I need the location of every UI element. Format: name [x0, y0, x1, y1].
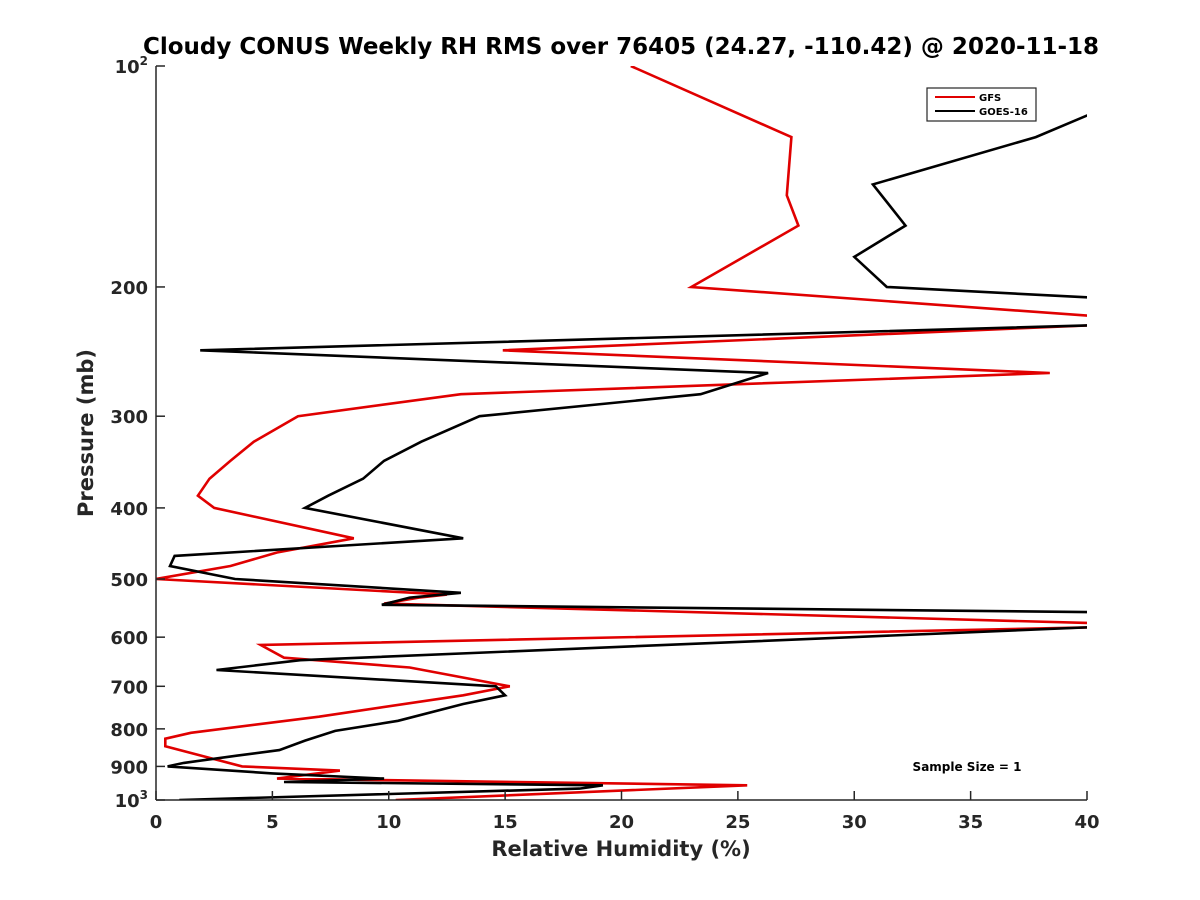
y-tick-label: 600 [110, 628, 148, 649]
y-tick-label: 102 [115, 54, 148, 78]
x-tick-label: 20 [609, 812, 634, 833]
legend: GFS GOES-16 [926, 87, 1037, 122]
x-tick-label: 0 [150, 812, 163, 833]
legend-box [926, 87, 1037, 122]
x-tick-label: 15 [493, 812, 518, 833]
y-tick-label: 400 [110, 499, 148, 520]
x-tick-label: 10 [376, 812, 401, 833]
sample-size-annotation: Sample Size = 1 [913, 760, 1022, 774]
y-tick-label: 103 [115, 788, 148, 812]
x-ticks: 0 5 10 15 20 25 30 35 40 [150, 791, 1100, 833]
x-tick-label: 30 [842, 812, 867, 833]
x-tick-label: 40 [1074, 812, 1099, 833]
chart-title: Cloudy CONUS Weekly RH RMS over 76405 (2… [143, 34, 1099, 60]
series-line-gfs [156, 66, 1087, 800]
y-axis-label: Pressure (mb) [74, 349, 98, 517]
y-tick-label: 800 [110, 720, 148, 741]
axes [155, 66, 1087, 801]
y-tick-label: 500 [110, 570, 148, 591]
x-axis-label: Relative Humidity (%) [491, 837, 750, 861]
y-tick-label: 200 [110, 278, 148, 299]
x-tick-label: 25 [725, 812, 750, 833]
y-ticks: 102 200 300 400 500 600 700 800 900 103 [110, 54, 165, 812]
series-layer [156, 66, 1087, 800]
y-tick-label: 300 [110, 407, 148, 428]
legend-label-gfs: GFS [979, 93, 1001, 104]
x-tick-label: 35 [958, 812, 983, 833]
series-line-goes16 [167, 114, 1087, 800]
y-tick-label: 700 [110, 677, 148, 698]
y-tick-label: 900 [110, 757, 148, 778]
legend-label-goes16: GOES-16 [979, 107, 1028, 118]
x-tick-label: 5 [266, 812, 279, 833]
